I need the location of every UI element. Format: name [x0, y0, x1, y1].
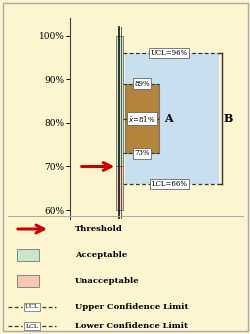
Text: $\bar{x}$=81%: $\bar{x}$=81% — [128, 114, 155, 124]
Text: UCL: UCL — [25, 305, 39, 310]
Text: LCL=66%: LCL=66% — [151, 180, 186, 188]
Bar — [17, 249, 39, 261]
Text: Unacceptable: Unacceptable — [75, 277, 139, 285]
Bar — [17, 275, 39, 287]
Text: B: B — [223, 113, 232, 124]
Bar — [116, 166, 123, 210]
Text: UCL=96%: UCL=96% — [150, 49, 187, 57]
Bar — [116, 36, 123, 166]
Text: Acceptable: Acceptable — [75, 251, 127, 259]
Text: LCL: LCL — [26, 324, 38, 329]
Text: 89%: 89% — [134, 80, 149, 88]
Text: A: A — [164, 113, 172, 124]
Bar — [124, 53, 218, 184]
Text: Threshold: Threshold — [75, 225, 122, 233]
Text: Upper Confidence Limit: Upper Confidence Limit — [75, 303, 188, 311]
Text: 73%: 73% — [134, 149, 149, 157]
Bar — [124, 84, 158, 153]
Text: Lower Confidence Limit: Lower Confidence Limit — [75, 322, 187, 330]
